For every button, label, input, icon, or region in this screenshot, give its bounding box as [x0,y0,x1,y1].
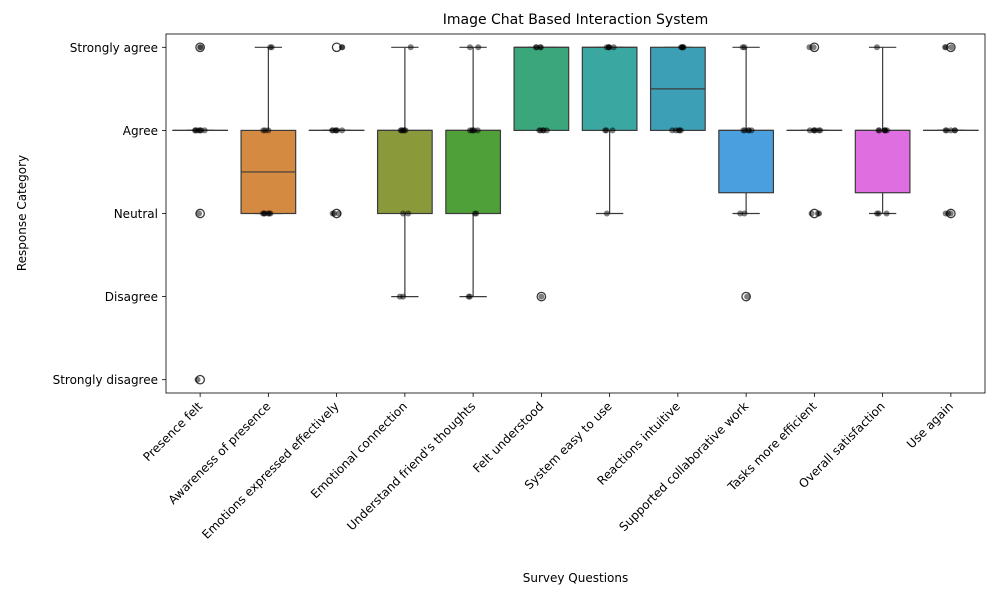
data-point [192,127,198,133]
data-point [195,377,201,383]
iqr-box [378,130,433,213]
box-group [309,43,364,218]
box-group [173,43,228,384]
y-tick-label: Strongly disagree [53,373,158,387]
data-point [467,294,473,300]
data-point [749,127,755,133]
box-group [787,43,842,218]
data-point [884,127,890,133]
data-point [537,44,543,50]
box-group [719,44,774,301]
data-point [400,211,406,217]
x-tick-label: Presence felt [140,399,205,464]
data-point [198,44,204,50]
data-point [196,211,202,217]
data-point [876,127,882,133]
y-axis-label: Response Category [15,155,29,271]
data-point [806,44,812,50]
x-tick-label: Understand friend's thoughts [344,399,478,533]
box-group [514,44,569,301]
data-point [604,44,610,50]
x-tick-label: Felt understood [470,399,546,475]
box-group [855,44,910,216]
data-point [874,44,880,50]
y-tick-label: Neutral [114,207,158,221]
data-point [816,211,822,217]
data-point [948,127,954,133]
data-point [538,127,544,133]
iqr-box [582,47,637,130]
data-point [679,44,685,50]
box-group [241,44,296,216]
data-point [408,44,414,50]
data-point [740,44,746,50]
data-point [874,211,880,217]
axis-layer: Strongly disagree Disagree Neutral Agree Str… [53,41,956,542]
data-point [807,127,813,133]
data-point [538,294,544,300]
iqr-box [514,47,569,130]
box-group [582,44,637,216]
box-group [924,43,979,218]
y-tick-label: Strongly agree [70,41,158,55]
data-point [262,127,268,133]
data-point [397,294,403,300]
data-point [602,127,608,133]
data-point [741,211,747,217]
data-point [744,294,750,300]
x-tick-label: Use again [904,399,956,451]
data-point [884,211,890,217]
data-point [330,211,336,217]
iqr-box [719,130,774,192]
iqr-box [446,130,501,213]
data-point [398,127,404,133]
data-point [267,44,273,50]
x-axis-label: Survey Questions [523,571,628,585]
data-point [339,44,345,50]
box-group [446,44,501,299]
data-point [604,211,610,217]
data-point [942,127,948,133]
data-point [198,127,204,133]
data-point [260,211,266,217]
iqr-box [855,130,910,192]
data-point [740,127,746,133]
chart-title: Image Chat Based Interaction System [443,12,709,28]
plot-layer [173,43,978,384]
x-tick-label: Emotions expressed effectively [199,399,342,542]
data-point [942,44,948,50]
data-point [544,127,550,133]
data-point [467,44,473,50]
data-point [943,211,949,217]
data-point [673,127,679,133]
data-point [948,44,954,50]
data-point [472,211,478,217]
y-tick-label: Disagree [105,290,158,304]
data-point [610,127,616,133]
data-point [469,127,475,133]
box-group [378,44,433,299]
box-group [651,44,706,133]
data-point [809,211,815,217]
y-tick-label: Agree [123,124,158,138]
data-point [334,127,340,133]
x-tick-label: Supported collaborative work [616,399,751,534]
data-point [475,44,481,50]
